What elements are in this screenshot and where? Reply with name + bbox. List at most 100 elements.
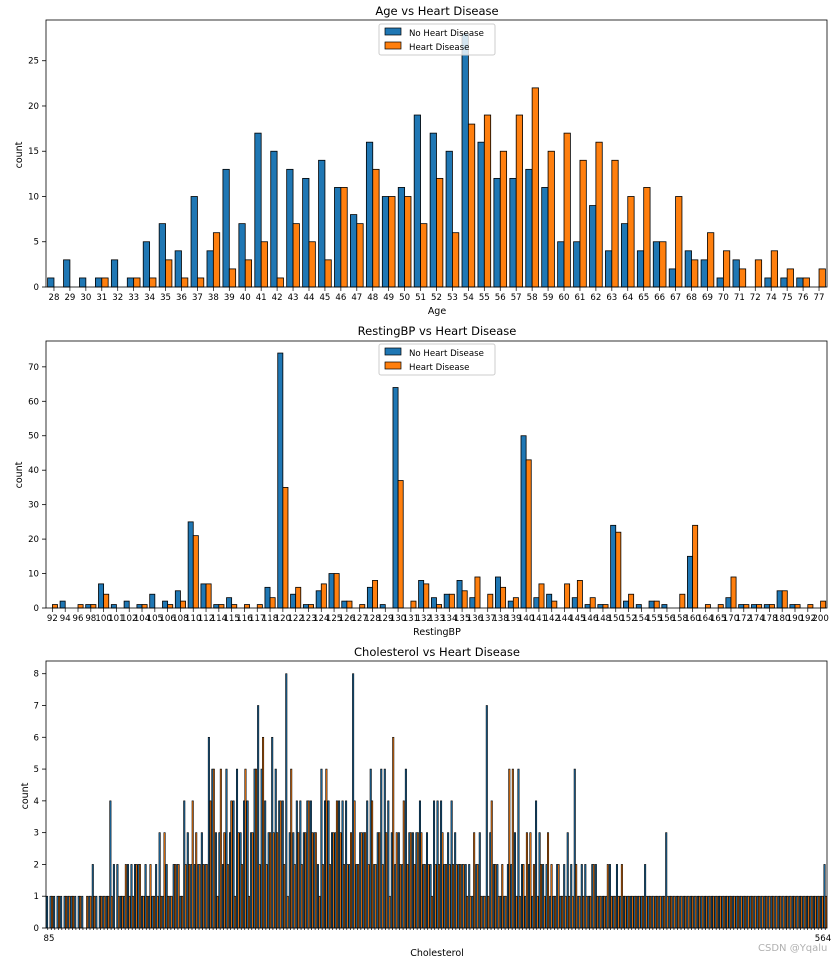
cholesterol-bar-heart-disease [388,895,391,929]
age-bar-no-heart-disease [636,250,645,288]
restingbp-bar-no-heart-disease [648,600,655,609]
cholesterol-bar-heart-disease [518,895,521,929]
age-bar-heart-disease [627,196,635,288]
cholesterol-bar-heart-disease [571,895,574,929]
cholesterol-bar-heart-disease [543,895,546,929]
cholesterol-bar-heart-disease [476,864,479,929]
cholesterol-bar-heart-disease [255,768,258,929]
restingbp-xtick-label: 154 [633,614,649,624]
cholesterol-bar-heart-disease [131,895,134,929]
restingbp-bar-no-heart-disease [584,604,591,609]
age-xtick-label: 59 [543,293,554,303]
restingbp-bar-heart-disease [269,597,276,609]
cholesterol-bar-heart-disease [814,895,817,929]
cholesterol-bar-heart-disease [729,895,732,929]
cholesterol-bar-heart-disease [251,832,254,929]
cholesterol-bar-heart-disease [198,864,201,929]
age-bar-no-heart-disease [365,141,374,288]
cholesterol-bar-heart-disease [79,895,82,929]
restingbp-xtick-label: 155 [646,614,662,624]
age-bar-no-heart-disease [796,277,804,288]
cholesterol-bar-heart-disease [191,800,194,929]
cholesterol-bar-no-heart-disease [53,895,56,929]
age-ytick-label: 10 [28,192,39,202]
cholesterol-bar-heart-disease [335,800,338,929]
cholesterol-bar-heart-disease [596,895,599,929]
cholesterol-bar-heart-disease [466,895,469,929]
age-bar-heart-disease [308,241,316,288]
restingbp-bar-heart-disease [615,531,622,609]
cholesterol-bar-heart-disease [237,832,240,929]
age-bar-no-heart-disease [525,168,533,288]
cholesterol-bar-heart-disease [642,895,645,929]
cholesterol-bar-heart-disease [240,864,243,929]
cholesterol-bar-heart-disease [170,895,173,929]
cholesterol-bar-heart-disease [392,736,395,929]
restingbp-xtick-label: 135 [454,614,470,624]
cholesterol-bar-heart-disease [670,895,673,929]
age-legend-yes-swatch [384,41,402,50]
age-bar-heart-disease [149,277,157,288]
age-bar-no-heart-disease [493,177,501,288]
restingbp-xtick-label: 96 [73,614,84,624]
age-xtick-label: 35 [160,293,171,303]
restingbp-bar-no-heart-disease [315,590,322,609]
age-bar-no-heart-disease [605,250,613,288]
cholesterol-bar-heart-disease [409,832,412,929]
restingbp-bar-no-heart-disease [200,583,207,609]
cholesterol-bar-heart-disease [807,895,810,929]
cholesterol-bar-heart-disease [610,895,613,929]
age-bar-no-heart-disease [47,277,55,288]
cholesterol-bar-heart-disease [65,895,68,929]
restingbp-bar-heart-disease [794,604,801,609]
cholesterol-bar-heart-disease [733,895,736,929]
age-xtick-label: 39 [224,293,235,303]
cholesterol-bar-heart-disease [677,895,680,929]
restingbp-xtick-label: 118 [262,614,278,624]
cholesterol-bar-heart-disease [149,864,152,929]
restingbp-bar-heart-disease [551,600,558,609]
restingbp-xtick-label: 116 [236,614,252,624]
restingbp-bar-heart-disease [717,604,724,609]
age-bar-heart-disease [818,268,826,288]
cholesterol-bar-heart-disease [72,895,75,929]
restingbp-xtick-label: 174 [748,614,764,624]
restingbp-bar-heart-disease [564,583,571,609]
restingbp-xtick-label: 139 [505,614,521,624]
restingbp-bar-no-heart-disease [533,597,540,609]
restingbp-xtick-label: 178 [761,614,777,624]
cholesterol-bar-heart-disease [100,895,103,929]
restingbp-ytick-label: 10 [28,570,39,580]
cholesterol-bar-heart-disease [634,895,637,929]
cholesterol-bar-heart-disease [142,895,145,929]
restingbp-bar-no-heart-disease [379,604,386,609]
cholesterol-bar-heart-disease [768,895,771,929]
restingbp-xtick-label: 117 [249,614,265,624]
cholesterol-bar-heart-disease [68,895,71,929]
restingbp-xtick-label: 172 [736,614,752,624]
restingbp-bar-heart-disease [525,459,532,609]
age-xtick-label: 61 [574,293,585,303]
cholesterol-bar-heart-disease [314,832,317,929]
restingbp-bar-heart-disease [576,580,583,609]
cholesterol-bar-heart-disease [117,895,120,929]
age-xtick-label: 28 [49,293,60,303]
cholesterol-bar-heart-disease [617,895,620,929]
age-bar-no-heart-disease [573,241,581,288]
restingbp-chart-xlabel: RestingBP [413,627,461,638]
restingbp-bar-heart-disease [436,604,443,609]
restingbp-bar-no-heart-disease [520,435,527,609]
age-xtick-label: 70 [718,293,729,303]
cholesterol-bar-heart-disease [381,864,384,929]
cholesterol-bar-heart-disease [564,895,567,929]
cholesterol-bar-heart-disease [307,800,310,929]
cholesterol-bar-heart-disease [244,768,247,929]
cholesterol-bar-heart-disease [367,864,370,929]
cholesterol-bar-heart-disease [174,864,177,929]
cholesterol-bar-heart-disease [121,895,124,929]
age-bar-no-heart-disease [302,177,310,288]
age-xtick-label: 67 [670,293,681,303]
restingbp-bar-heart-disease [679,593,686,609]
restingbp-bar-heart-disease [628,593,635,609]
